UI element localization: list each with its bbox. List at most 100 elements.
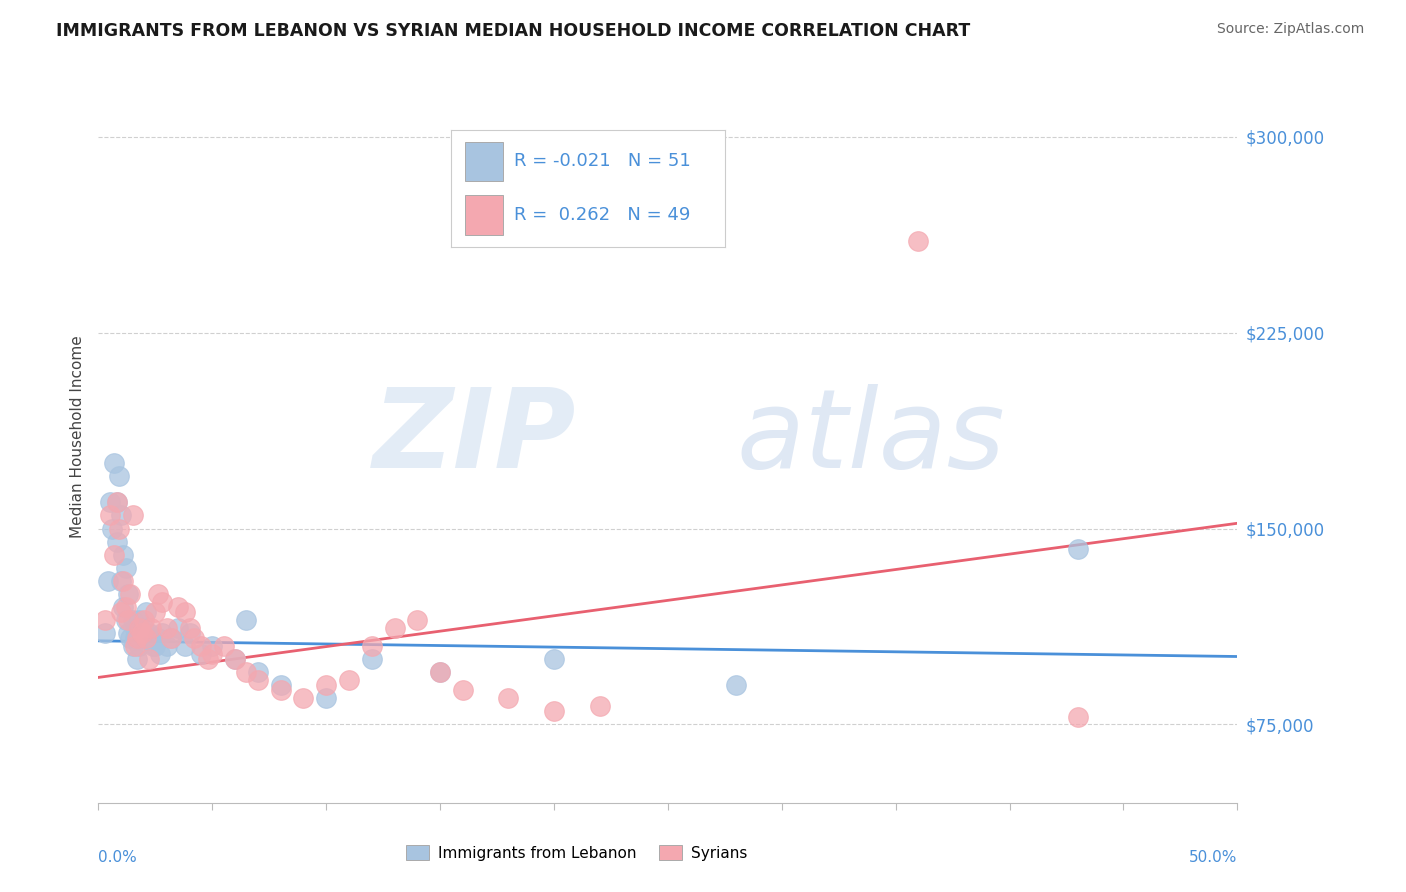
Point (124, 639, 146, 653)
Point (98, 508, 121, 523)
Point (142, 639, 165, 653)
Point (135, 632, 157, 646)
Point (406, 613, 429, 627)
Point (98, 495, 121, 509)
Point (224, 652, 246, 666)
Point (117, 626, 139, 640)
Point (132, 613, 155, 627)
Point (315, 678, 337, 692)
Point (201, 647, 224, 661)
Point (96, 574, 118, 588)
Point (150, 594, 173, 608)
Point (117, 587, 139, 601)
Point (135, 605, 157, 619)
Point (146, 587, 169, 601)
Point (145, 605, 167, 619)
Point (121, 613, 143, 627)
Point (145, 639, 167, 653)
Point (108, 469, 131, 483)
Point (105, 534, 128, 549)
Point (114, 599, 136, 614)
Point (132, 621, 155, 635)
Point (110, 574, 132, 588)
Point (337, 673, 360, 687)
Point (127, 632, 149, 646)
Point (103, 548, 125, 562)
Point (174, 639, 197, 653)
Point (543, 705, 565, 719)
Point (167, 599, 190, 614)
Point (138, 652, 160, 666)
Point (246, 673, 269, 687)
Point (112, 548, 135, 562)
Point (108, 521, 131, 535)
Text: 0.0%: 0.0% (98, 850, 138, 865)
Point (190, 647, 212, 661)
Point (235, 613, 257, 627)
Point (160, 632, 183, 646)
Point (149, 647, 172, 661)
Point (429, 665, 451, 680)
Point (146, 632, 169, 646)
Point (101, 521, 124, 535)
Point (1067, 709, 1090, 723)
Point (121, 508, 143, 523)
Point (201, 639, 224, 653)
Point (131, 626, 153, 640)
Point (167, 621, 190, 635)
Point (174, 605, 197, 619)
Text: ZIP: ZIP (373, 384, 576, 491)
Point (212, 639, 235, 653)
Point (124, 621, 146, 635)
Point (156, 621, 179, 635)
Point (139, 621, 162, 635)
Point (156, 639, 179, 653)
Point (94, 626, 117, 640)
Point (124, 632, 146, 646)
Point (128, 613, 150, 627)
Point (179, 626, 201, 640)
Point (246, 665, 269, 680)
Point (451, 683, 474, 698)
Point (498, 691, 520, 706)
Point (138, 626, 160, 640)
Point (190, 639, 212, 653)
Point (105, 495, 128, 509)
Point (224, 652, 246, 666)
Point (183, 632, 205, 646)
Point (360, 652, 382, 666)
Point (120, 587, 142, 601)
Point (94, 613, 117, 627)
Point (131, 632, 153, 646)
Point (127, 652, 149, 666)
Point (543, 652, 565, 666)
Legend: Immigrants from Lebanon, Syrians: Immigrants from Lebanon, Syrians (398, 837, 755, 868)
Point (160, 632, 183, 646)
Point (105, 495, 128, 509)
Point (117, 613, 139, 627)
Point (235, 665, 257, 680)
Point (384, 621, 406, 635)
Point (179, 621, 201, 635)
Point (907, 234, 929, 248)
Point (112, 599, 135, 614)
Point (114, 560, 136, 574)
Text: 50.0%: 50.0% (1189, 850, 1237, 865)
Point (270, 678, 292, 692)
Point (114, 613, 136, 627)
Point (270, 683, 292, 698)
Point (120, 632, 142, 646)
Point (139, 632, 162, 646)
Point (128, 621, 150, 635)
Point (588, 699, 610, 714)
Text: IMMIGRANTS FROM LEBANON VS SYRIAN MEDIAN HOUSEHOLD INCOME CORRELATION CHART: IMMIGRANTS FROM LEBANON VS SYRIAN MEDIAN… (56, 22, 970, 40)
Point (360, 639, 382, 653)
Point (128, 639, 150, 653)
Point (725, 678, 748, 692)
Y-axis label: Median Household Income: Median Household Income (69, 335, 84, 539)
Point (429, 665, 451, 680)
Text: Source: ZipAtlas.com: Source: ZipAtlas.com (1216, 22, 1364, 37)
Point (197, 652, 219, 666)
Point (110, 508, 132, 523)
Point (112, 574, 135, 588)
